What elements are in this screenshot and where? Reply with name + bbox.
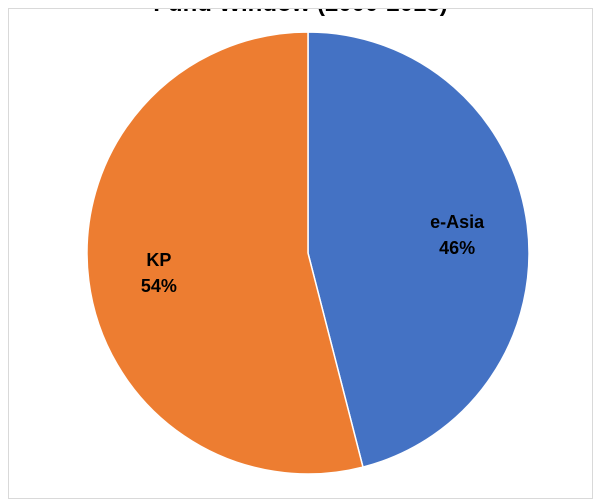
pie-slice-kp [86, 31, 364, 475]
slice-category-label: e-Asia [430, 212, 485, 232]
pie-slice-label: e-Asia 46% [430, 212, 485, 258]
slice-percent-label: 46% [439, 238, 475, 258]
slice-percent-label: 54% [141, 276, 177, 296]
pie-slice-e-asia [307, 31, 530, 468]
chart-area: Fund Window (2000-2018) e-Asia 46% KP 54% [8, 8, 593, 499]
slice-category-label: KP [146, 250, 171, 270]
chart-title: Fund Window (2000-2018) [9, 9, 592, 19]
pie-slice-label: KP 54% [141, 250, 177, 296]
pie-chart: e-Asia 46% KP 54% [86, 31, 530, 475]
